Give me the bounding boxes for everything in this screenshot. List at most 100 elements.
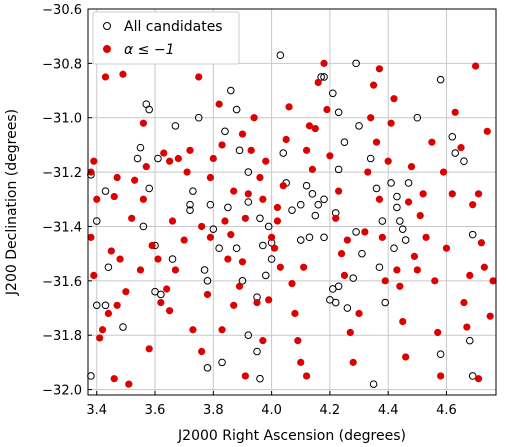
data-point-alpha — [483, 127, 491, 135]
data-point-all-candidates — [465, 336, 474, 345]
data-point-alpha — [221, 217, 229, 225]
data-point-alpha — [489, 277, 497, 285]
data-point-alpha — [145, 345, 153, 353]
series-all-candidates — [87, 51, 477, 388]
data-point-alpha — [361, 228, 369, 236]
data-point-alpha — [305, 122, 314, 130]
data-point-alpha — [93, 195, 101, 203]
data-point-alpha — [183, 168, 191, 176]
data-point-all-candidates — [387, 179, 395, 187]
data-point-alpha — [256, 173, 264, 182]
data-point-alpha — [171, 266, 180, 274]
data-point-all-candidates — [154, 154, 162, 163]
legend-label-alpha: α ≤ −1 — [124, 42, 175, 58]
data-point-alpha — [419, 190, 427, 198]
x-tick-label: 4.0 — [261, 403, 282, 418]
data-point-alpha — [116, 255, 124, 263]
data-point-alpha — [273, 217, 282, 225]
data-point-all-candidates — [171, 122, 180, 130]
data-point-alpha — [174, 154, 182, 163]
data-point-all-candidates — [320, 195, 328, 204]
data-point-alpha — [168, 217, 177, 225]
x-axis-title: J2000 Right Ascension (degrees) — [177, 428, 406, 444]
data-point-alpha — [300, 263, 308, 271]
data-point-alpha — [157, 298, 165, 307]
data-point-alpha — [215, 100, 223, 108]
data-point-alpha — [332, 214, 340, 222]
data-point-all-candidates — [235, 146, 244, 155]
data-point-all-candidates — [133, 154, 142, 163]
data-point-alpha — [270, 244, 279, 252]
data-point-all-candidates — [436, 350, 445, 359]
data-point-all-candidates — [238, 277, 247, 285]
data-point-all-candidates — [206, 200, 215, 209]
y-axis-title: J200 Declination (degrees) — [4, 109, 20, 296]
data-point-all-candidates — [221, 127, 229, 136]
data-point-alpha — [206, 173, 214, 182]
data-point-alpha — [90, 271, 98, 279]
x-tick-label: 4.6 — [436, 403, 457, 418]
data-point-alpha — [302, 146, 311, 154]
data-point-alpha — [230, 301, 238, 309]
data-point-alpha — [148, 241, 156, 250]
data-point-alpha — [253, 298, 261, 307]
data-point-all-candidates — [186, 200, 194, 209]
data-point-alpha — [218, 326, 226, 334]
data-point-alpha — [416, 211, 424, 220]
data-point-alpha — [326, 152, 334, 160]
data-point-alpha — [370, 81, 378, 89]
data-point-alpha — [349, 358, 357, 366]
data-point-alpha — [279, 182, 287, 190]
data-point-all-candidates — [396, 217, 404, 225]
data-point-alpha — [235, 282, 244, 290]
data-point-alpha — [402, 353, 410, 361]
data-point-all-candidates — [401, 236, 410, 244]
data-point-all-candidates — [381, 298, 390, 307]
x-tick-label: 3.6 — [145, 403, 166, 418]
data-point-all-candidates — [203, 277, 212, 285]
data-point-alpha — [198, 347, 206, 356]
data-point-alpha — [474, 190, 483, 198]
data-point-all-candidates — [189, 187, 197, 195]
data-point-all-candidates — [139, 222, 148, 231]
data-point-alpha — [276, 263, 284, 271]
data-point-all-candidates — [296, 200, 305, 209]
data-point-alpha — [230, 187, 238, 195]
data-point-alpha — [413, 266, 421, 274]
data-point-all-candidates — [352, 59, 360, 68]
data-point-alpha — [241, 372, 249, 380]
y-tick-label: −30.8 — [42, 57, 82, 72]
data-point-alpha — [474, 375, 483, 383]
data-point-alpha — [463, 323, 471, 331]
data-point-all-candidates — [375, 263, 384, 272]
data-point-alpha — [98, 326, 107, 334]
data-point-all-candidates — [398, 225, 407, 233]
data-point-alpha — [198, 222, 206, 231]
data-point-alpha — [346, 328, 354, 337]
data-point-alpha — [472, 62, 480, 70]
data-point-all-candidates — [244, 331, 253, 339]
data-point-all-candidates — [305, 233, 314, 242]
data-point-all-candidates — [244, 198, 253, 206]
data-point-alpha — [160, 149, 168, 157]
data-point-alpha — [291, 309, 299, 318]
x-axis-ticks: 3.4 3.6 3.8 4.0 4.2 4.4 4.6 — [86, 391, 457, 418]
data-point-all-candidates — [119, 323, 127, 331]
data-point-alpha — [320, 59, 328, 67]
data-point-alpha — [460, 298, 468, 307]
data-point-alpha — [110, 192, 118, 201]
x-tick-label: 3.8 — [203, 403, 224, 418]
data-point-alpha — [367, 114, 375, 122]
data-point-all-candidates — [448, 132, 457, 141]
data-point-all-candidates — [314, 200, 323, 209]
data-point-all-candidates — [355, 122, 363, 130]
data-point-all-candidates — [296, 236, 305, 244]
data-point-alpha — [113, 301, 121, 309]
data-point-all-candidates — [352, 228, 360, 236]
data-point-alpha — [268, 233, 276, 241]
data-point-alpha — [107, 247, 115, 255]
data-point-alpha — [393, 266, 401, 274]
data-point-all-candidates — [215, 244, 223, 253]
data-point-alpha — [154, 255, 162, 263]
data-point-all-candidates — [378, 217, 387, 225]
